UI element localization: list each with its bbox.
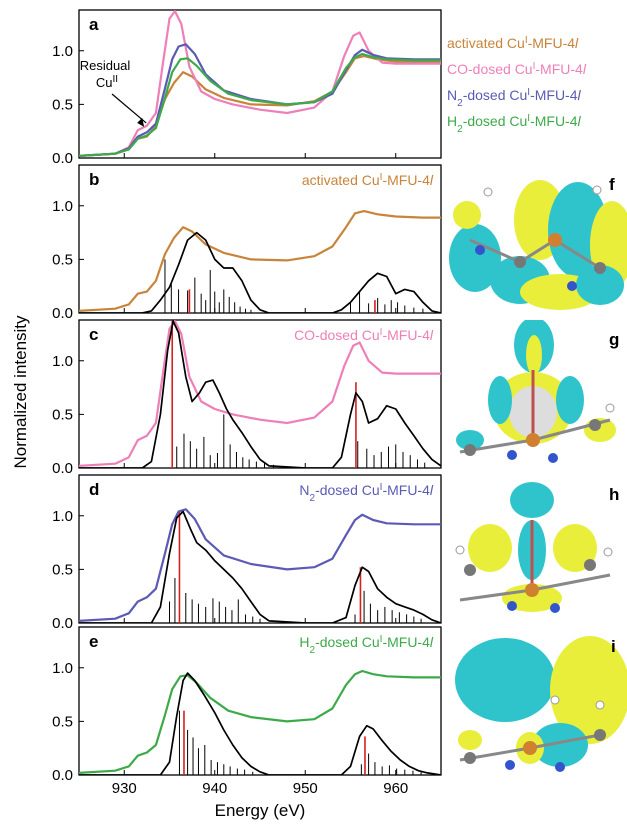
panel-letter-f: f: [609, 175, 615, 194]
orbital-render-i: [447, 627, 627, 775]
y-tick-label: 0.5: [52, 251, 73, 268]
x-tick-label: 960: [383, 780, 408, 797]
panel-letter-c: c: [89, 325, 98, 344]
series-label-e: H2-dosed CuI-MFU-4l: [299, 634, 434, 656]
x-tick-label: 950: [293, 780, 318, 797]
y-tick-label: 0.0: [52, 150, 73, 167]
x-tick-label: 930: [112, 780, 137, 797]
series-line-a-1: [79, 10, 441, 157]
y-tick-label: 0.0: [52, 615, 73, 632]
legend-entry-1: CO-dosed CuI-MFU-4l: [447, 61, 587, 78]
y-tick-label: 0.5: [52, 96, 73, 113]
plot-area-c: [79, 320, 441, 468]
orbital-render-h: [447, 475, 627, 623]
y-tick-label: 1.0: [52, 508, 73, 525]
y-tick-label: 1.0: [52, 353, 73, 370]
panel-letter-d: d: [89, 480, 99, 499]
y-tick-label: 0.0: [52, 460, 73, 477]
series-line-a-2: [79, 43, 441, 157]
series-line-b-1: [79, 231, 441, 313]
series-line-e-1: [79, 672, 441, 775]
series-line-b-0: [79, 210, 441, 312]
annotation-line1: Residual: [80, 58, 131, 73]
series-line-a-3: [79, 52, 441, 157]
panel-letter-e: e: [89, 632, 98, 651]
y-tick-label: 1.0: [52, 660, 73, 677]
series-label-d: N2-dosed CuI-MFU-4l: [299, 482, 434, 504]
panel-e: 0.0 0.5 1.0 930 940 950 960 e H2-dosed CuI-MFU-4…: [52, 626, 442, 797]
series-label-c: CO-dosed CuI-MFU-4l: [294, 327, 434, 344]
panel-letter-i: i: [611, 637, 616, 656]
y-tick-label: 0.5: [52, 561, 73, 578]
panel-frame-c: [78, 319, 442, 469]
y-tick-label: 0.0: [52, 767, 73, 784]
annotation-arrowhead: [137, 117, 145, 127]
annotation-arrow: [111, 93, 147, 124]
plot-area-d: [79, 508, 441, 623]
y-tick-label: 1.0: [52, 43, 73, 60]
orbital-render-g: [447, 320, 627, 468]
legend-entry-3: H2-dosed CuI-MFU-4l: [447, 113, 582, 135]
panel-letter-h: h: [609, 485, 619, 504]
plot-area-e: [79, 669, 441, 775]
x-axis-title: Energy (eV): [215, 801, 306, 820]
y-tick-label: 0.5: [52, 406, 73, 423]
y-axis-title: Normalized intensity: [11, 315, 30, 469]
series-line-d-1: [79, 510, 441, 623]
legend-entry-2: N2-dosed CuI-MFU-4l: [447, 87, 582, 109]
panel-frame-b: [78, 164, 442, 314]
orbital-render-f: [447, 165, 627, 313]
panel-d: 0.0 0.5 1.0 d N2-dosed CuI-MFU-4l: [52, 474, 442, 632]
annotation-line2: CuII: [96, 74, 118, 91]
panel-letter-a: a: [89, 15, 99, 34]
legend: activated CuI-MFU-4l CO-dosed CuI-MFU-4l N…: [447, 35, 587, 135]
series-line-c-1: [79, 320, 441, 468]
plot-area-a: [79, 10, 441, 157]
series-line-c-0: [79, 320, 441, 467]
legend-entry-0: activated CuI-MFU-4l: [447, 35, 579, 52]
panel-b: 0.0 0.5 1.0 b activated CuI-MFU-4l: [52, 164, 442, 322]
panel-frame-a: [78, 9, 442, 159]
panel-frame-e: [78, 626, 442, 776]
panel-letter-g: g: [609, 330, 619, 349]
panel-letter-b: b: [89, 170, 99, 189]
series-line-d-0: [79, 508, 441, 622]
panel-c: 0.0 0.5 1.0 c CO-dosed CuI-MFU-4l: [52, 319, 442, 477]
y-tick-label: 0.0: [52, 305, 73, 322]
y-tick-label: 1.0: [52, 198, 73, 215]
plot-area-b: [79, 210, 441, 313]
series-line-e-0: [79, 669, 441, 774]
series-label-b: activated CuI-MFU-4l: [302, 172, 434, 189]
orbital-renders: f g h i: [447, 165, 627, 775]
y-tick-label: 0.5: [52, 713, 73, 730]
x-tick-label: 940: [202, 780, 227, 797]
